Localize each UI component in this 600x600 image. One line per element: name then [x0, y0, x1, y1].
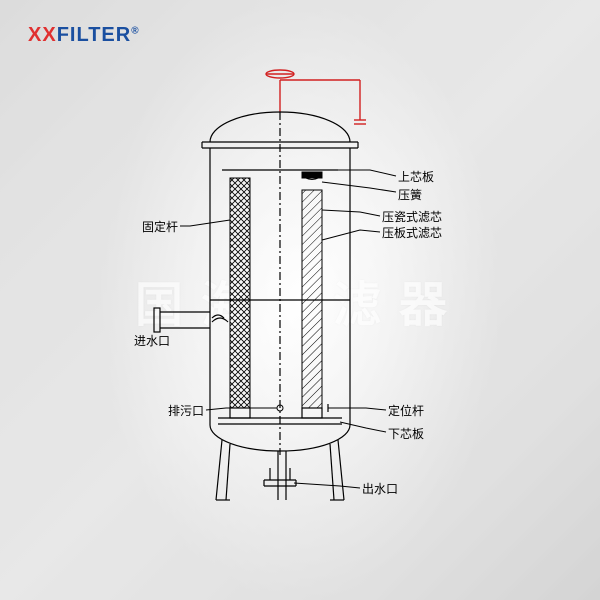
label-upper-plate: 上芯板	[398, 168, 434, 185]
left-filter-cartridge	[230, 178, 250, 408]
label-spring: 压簧	[398, 186, 422, 203]
brand-logo: XXFILTER®	[28, 24, 140, 47]
spring	[302, 172, 322, 180]
label-inlet: 进水口	[134, 332, 170, 349]
label-lower-plate: 下芯板	[388, 425, 424, 442]
diagram-svg	[130, 60, 470, 540]
label-plate-filter: 压板式滤芯	[382, 224, 442, 241]
inlet-nozzle	[154, 308, 228, 332]
right-filter-cartridge	[302, 190, 322, 408]
filter-vessel-diagram: 上芯板 压簧 固定杆 压瓷式滤芯 压板式滤芯 进水口 排污口 定位杆 下芯板 出…	[130, 60, 470, 545]
logo-prefix: XX	[28, 24, 57, 46]
label-fixed-rod: 固定杆	[142, 218, 178, 235]
label-drain: 排污口	[168, 402, 204, 419]
label-outlet: 出水口	[362, 480, 398, 497]
leader-lines	[150, 170, 396, 488]
logo-suffix: FILTER	[57, 24, 132, 46]
label-porcelain: 压瓷式滤芯	[382, 208, 442, 225]
logo-reg: ®	[131, 25, 139, 36]
label-locating-rod: 定位杆	[388, 402, 424, 419]
